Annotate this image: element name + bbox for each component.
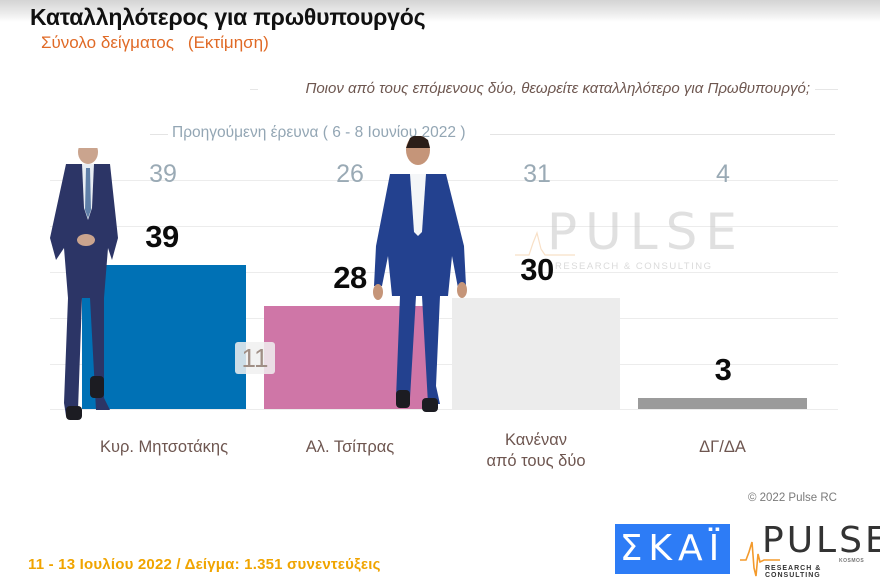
category-label: ΔΓ/ΔΑ	[638, 437, 807, 458]
current-value: 3	[714, 352, 732, 387]
category-label-text: ΔΓ/ΔΑ	[699, 438, 746, 456]
chart-subtitle: Σύνολο δείγματος (Εκτίμηση)	[41, 33, 269, 53]
copyright: © 2022 Pulse RC	[747, 492, 837, 504]
bar-neither	[452, 298, 620, 409]
category-label-text: από τους δύο	[486, 452, 586, 470]
tsipras-photo	[373, 136, 467, 412]
pulse-logo-text: PULSE	[762, 520, 880, 561]
subtitle-sample: Σύνολο δείγματος	[41, 33, 174, 52]
pulse-watermark: PULSE RESEARCH & CONSULTING	[515, 203, 737, 273]
divider	[815, 89, 838, 90]
pulse-wave-icon	[740, 541, 780, 577]
previous-value: 39	[149, 160, 177, 188]
chart-title: Καταλληλότερος για πρωθυπουργός	[30, 4, 426, 30]
category-label-text: Κυρ. Μητσοτάκης	[99, 438, 229, 456]
pulse-wave-icon	[515, 231, 575, 256]
category-label: Κυρ. Μητσοτάκης	[82, 437, 246, 458]
skai-logo: ΣΚΑΪ	[615, 524, 730, 574]
pulse-logo-tagline: RESEARCH & CONSULTING	[765, 565, 822, 579]
previous-value: 4	[716, 160, 730, 188]
gridline	[50, 364, 838, 365]
bar-mitsotakis	[82, 265, 246, 409]
category-label: Κανέναν από τους δύο	[452, 430, 620, 472]
divider	[150, 134, 168, 135]
gridline	[50, 318, 838, 319]
survey-footer: 11 - 13 Ιουλίου 2022 / Δείγμα: 1.351 συν…	[28, 556, 381, 573]
watermark-tagline: RESEARCH & CONSULTING	[555, 261, 713, 272]
mitsotakis-photo	[50, 148, 118, 420]
category-label-text: Κανέναν	[505, 431, 567, 449]
divider	[490, 134, 835, 135]
chart-baseline	[50, 409, 838, 410]
current-value: 39	[145, 219, 179, 254]
pulse-logo: PULSE KOSMOS RESEARCH & CONSULTING	[740, 520, 880, 579]
category-label: Αλ. Τσίπρας	[268, 437, 432, 458]
subtitle-estimate: (Εκτίμηση)	[187, 33, 269, 52]
previous-value: 31	[523, 160, 551, 188]
category-label-text: Αλ. Τσίπρας	[305, 438, 395, 456]
current-value: 28	[333, 260, 367, 295]
survey-question: Ποιον από τους επόμενους δύο, θεωρείτε κ…	[305, 80, 810, 97]
bar-dk-na	[638, 398, 807, 409]
current-value: 30	[520, 252, 554, 287]
previous-survey-label: Προηγούμενη έρευνα ( 6 - 8 Ιουνίου 2022 …	[168, 124, 470, 142]
divider	[250, 89, 258, 90]
pulse-logo-kosmos: KOSMOS	[839, 558, 865, 564]
previous-value: 26	[336, 160, 364, 188]
watermark-brand: PULSE	[547, 203, 745, 261]
top-gradient-bar	[0, 0, 880, 22]
difference-badge: 11	[235, 342, 275, 374]
